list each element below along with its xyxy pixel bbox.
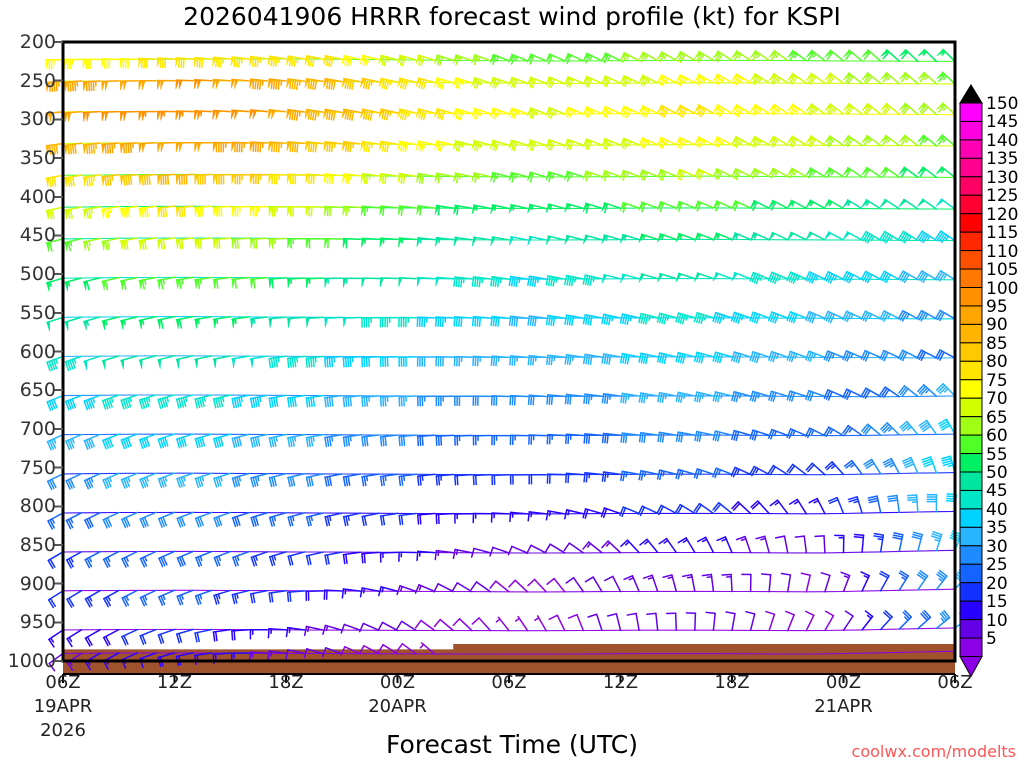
colorbar-tick-label: 105 — [986, 260, 1019, 281]
colorbar-tick-label: 75 — [986, 370, 1008, 391]
x-tick-time: 06Z — [491, 672, 527, 693]
y-tick-label: 550 — [19, 301, 56, 324]
x-tick-time: 06Z — [937, 672, 973, 693]
x-tick-date: 21APR — [814, 696, 873, 717]
colorbar-tick-label: 40 — [986, 499, 1008, 520]
y-tick-label: 700 — [19, 417, 56, 440]
y-tick-label: 800 — [19, 495, 56, 518]
colorbar-tick-label: 65 — [986, 407, 1008, 428]
y-tick-label: 950 — [19, 611, 56, 634]
x-tick-year: 2026 — [40, 720, 86, 741]
chart-title: 2026041906 HRRR forecast wind profile (k… — [183, 2, 841, 31]
y-tick-label: 650 — [19, 379, 56, 402]
y-tick-label: 600 — [19, 340, 56, 363]
colorbar-tick-label: 120 — [986, 204, 1019, 225]
x-axis-title: Forecast Time (UTC) — [386, 730, 638, 759]
x-tick-time: 18Z — [714, 672, 750, 693]
x-tick-time: 12Z — [156, 672, 193, 693]
x-tick-date: 20APR — [368, 696, 427, 717]
colorbar-tick-label: 10 — [986, 610, 1008, 631]
y-tick-label: 350 — [19, 147, 56, 170]
y-tick-label: 200 — [19, 31, 56, 53]
y-tick-label: 850 — [19, 533, 56, 556]
colorbar-tick-label: 20 — [986, 573, 1008, 594]
colorbar-tick-label: 55 — [986, 444, 1008, 465]
colorbar-tick-label: 125 — [986, 186, 1019, 207]
colorbar-tick-label: 5 — [986, 629, 997, 650]
colorbar-tick-label: 50 — [986, 463, 1008, 483]
y-tick-label: 500 — [19, 263, 56, 286]
colorbar — [959, 84, 983, 678]
colorbar-tick-label: 95 — [986, 296, 1008, 317]
colorbar-tick-label: 80 — [986, 352, 1008, 373]
colorbar-tick-label: 45 — [986, 481, 1008, 502]
y-tick-label: 450 — [19, 224, 56, 247]
colorbar-tick-label: 140 — [986, 130, 1019, 151]
colorbar-tick-label: 135 — [986, 149, 1019, 170]
y-tick-label: 750 — [19, 456, 56, 479]
axis-ticks — [54, 41, 956, 683]
y-tick-label: 1000 — [7, 650, 56, 672]
x-tick-time: 18Z — [268, 672, 304, 693]
x-tick-time: 00Z — [825, 672, 862, 693]
colorbar-tick-label: 145 — [986, 112, 1019, 133]
colorbar-tick-label: 90 — [986, 315, 1008, 336]
y-tick-label: 900 — [19, 572, 56, 595]
wind-barb-field — [45, 48, 970, 672]
colorbar-tick-label: 100 — [986, 278, 1019, 299]
colorbar-tick-label: 115 — [986, 223, 1019, 244]
colorbar-tick-label: 110 — [986, 241, 1019, 262]
colorbar-tick-label: 85 — [986, 333, 1008, 354]
colorbar-tick-label: 130 — [986, 167, 1019, 188]
x-tick-time: 06Z — [45, 672, 81, 693]
x-tick-time: 00Z — [379, 672, 416, 693]
x-tick-date: 19APR — [33, 696, 93, 717]
x-tick-time: 12Z — [602, 672, 639, 693]
y-tick-label: 300 — [19, 108, 56, 131]
y-tick-label: 400 — [19, 185, 56, 208]
colorbar-tick-label: 35 — [986, 518, 1008, 539]
colorbar-tick-label: 25 — [986, 555, 1008, 576]
credit-watermark: coolwx.com/modelts — [851, 742, 1016, 761]
colorbar-tick-label: 70 — [986, 389, 1008, 410]
colorbar-tick-label: 150 — [986, 94, 1019, 114]
colorbar-tick-label: 30 — [986, 536, 1008, 557]
colorbar-tick-label: 15 — [986, 592, 1008, 613]
y-tick-label: 250 — [19, 69, 56, 92]
colorbar-tick-label: 60 — [986, 426, 1008, 447]
